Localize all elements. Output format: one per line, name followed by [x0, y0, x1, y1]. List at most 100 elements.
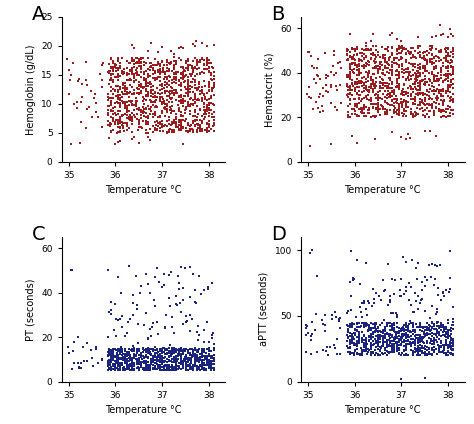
Point	[163, 102, 171, 109]
Point	[391, 349, 398, 355]
Point	[144, 113, 152, 120]
Point	[182, 357, 189, 364]
Point	[198, 349, 206, 356]
Point	[167, 60, 175, 67]
Point	[369, 330, 377, 337]
Point	[418, 345, 426, 351]
Point	[142, 68, 149, 75]
Point	[140, 365, 148, 372]
Point	[191, 55, 199, 62]
Point	[156, 118, 164, 125]
Point	[121, 357, 129, 364]
Point	[156, 353, 164, 360]
Point	[449, 64, 457, 71]
Point	[179, 360, 187, 367]
Point	[349, 333, 356, 340]
Point	[184, 348, 191, 355]
Point	[130, 360, 138, 367]
Point	[383, 109, 391, 115]
Point	[128, 42, 136, 48]
Point	[196, 362, 203, 369]
Point	[133, 346, 140, 353]
Point	[356, 106, 363, 112]
Point	[321, 50, 328, 57]
Point	[351, 341, 359, 348]
Point	[307, 332, 315, 339]
Point	[145, 70, 152, 77]
Point	[358, 338, 365, 344]
Point	[109, 58, 117, 64]
Point	[302, 348, 310, 355]
Point	[379, 343, 386, 349]
Point	[92, 344, 100, 351]
Point	[199, 351, 206, 357]
Point	[107, 88, 115, 95]
Point	[314, 105, 322, 112]
Point	[412, 320, 419, 327]
Point	[439, 98, 447, 104]
Point	[194, 365, 201, 372]
Point	[396, 86, 403, 93]
Point	[358, 63, 365, 70]
Point	[367, 37, 375, 44]
Point	[344, 332, 351, 339]
Point	[173, 358, 180, 365]
Point	[109, 70, 117, 77]
Point	[369, 81, 377, 88]
Point	[377, 332, 384, 339]
Point	[175, 285, 183, 292]
Point	[446, 274, 454, 281]
Point	[360, 106, 367, 112]
Point	[393, 76, 401, 83]
Point	[444, 49, 452, 56]
Point	[433, 330, 440, 337]
Point	[447, 350, 454, 357]
Point	[193, 114, 201, 121]
Point	[388, 346, 396, 353]
Point	[428, 333, 436, 340]
Point	[107, 363, 115, 370]
Point	[353, 350, 361, 357]
Point	[395, 71, 403, 78]
Point	[165, 367, 173, 374]
Point	[140, 360, 147, 367]
Point	[405, 297, 413, 304]
Point	[388, 326, 396, 333]
Point	[105, 351, 112, 358]
Point	[88, 114, 95, 121]
Point	[201, 106, 208, 113]
Point	[114, 98, 121, 105]
Point	[407, 340, 415, 347]
Point	[163, 97, 171, 103]
Point	[124, 350, 131, 357]
Point	[353, 79, 361, 86]
Point	[395, 349, 403, 356]
Point	[409, 67, 417, 73]
Point	[360, 340, 368, 347]
Point	[198, 98, 206, 104]
Point	[135, 81, 142, 88]
Point	[346, 351, 354, 358]
Point	[154, 353, 161, 360]
Point	[146, 64, 154, 70]
Point	[350, 349, 358, 356]
Point	[395, 81, 402, 88]
Point	[388, 67, 395, 73]
Y-axis label: aPTT (seconds): aPTT (seconds)	[259, 272, 269, 346]
Point	[428, 325, 436, 332]
Point	[449, 350, 456, 357]
Point	[402, 59, 410, 66]
Point	[344, 308, 352, 315]
Point	[196, 56, 203, 63]
Point	[439, 332, 447, 338]
Point	[156, 62, 164, 69]
Point	[397, 38, 405, 45]
Point	[133, 101, 140, 108]
Point	[353, 341, 361, 348]
Point	[191, 85, 199, 92]
Point	[135, 365, 143, 372]
Point	[149, 74, 156, 81]
Point	[386, 340, 393, 346]
Point	[145, 335, 152, 341]
Point	[369, 349, 377, 355]
